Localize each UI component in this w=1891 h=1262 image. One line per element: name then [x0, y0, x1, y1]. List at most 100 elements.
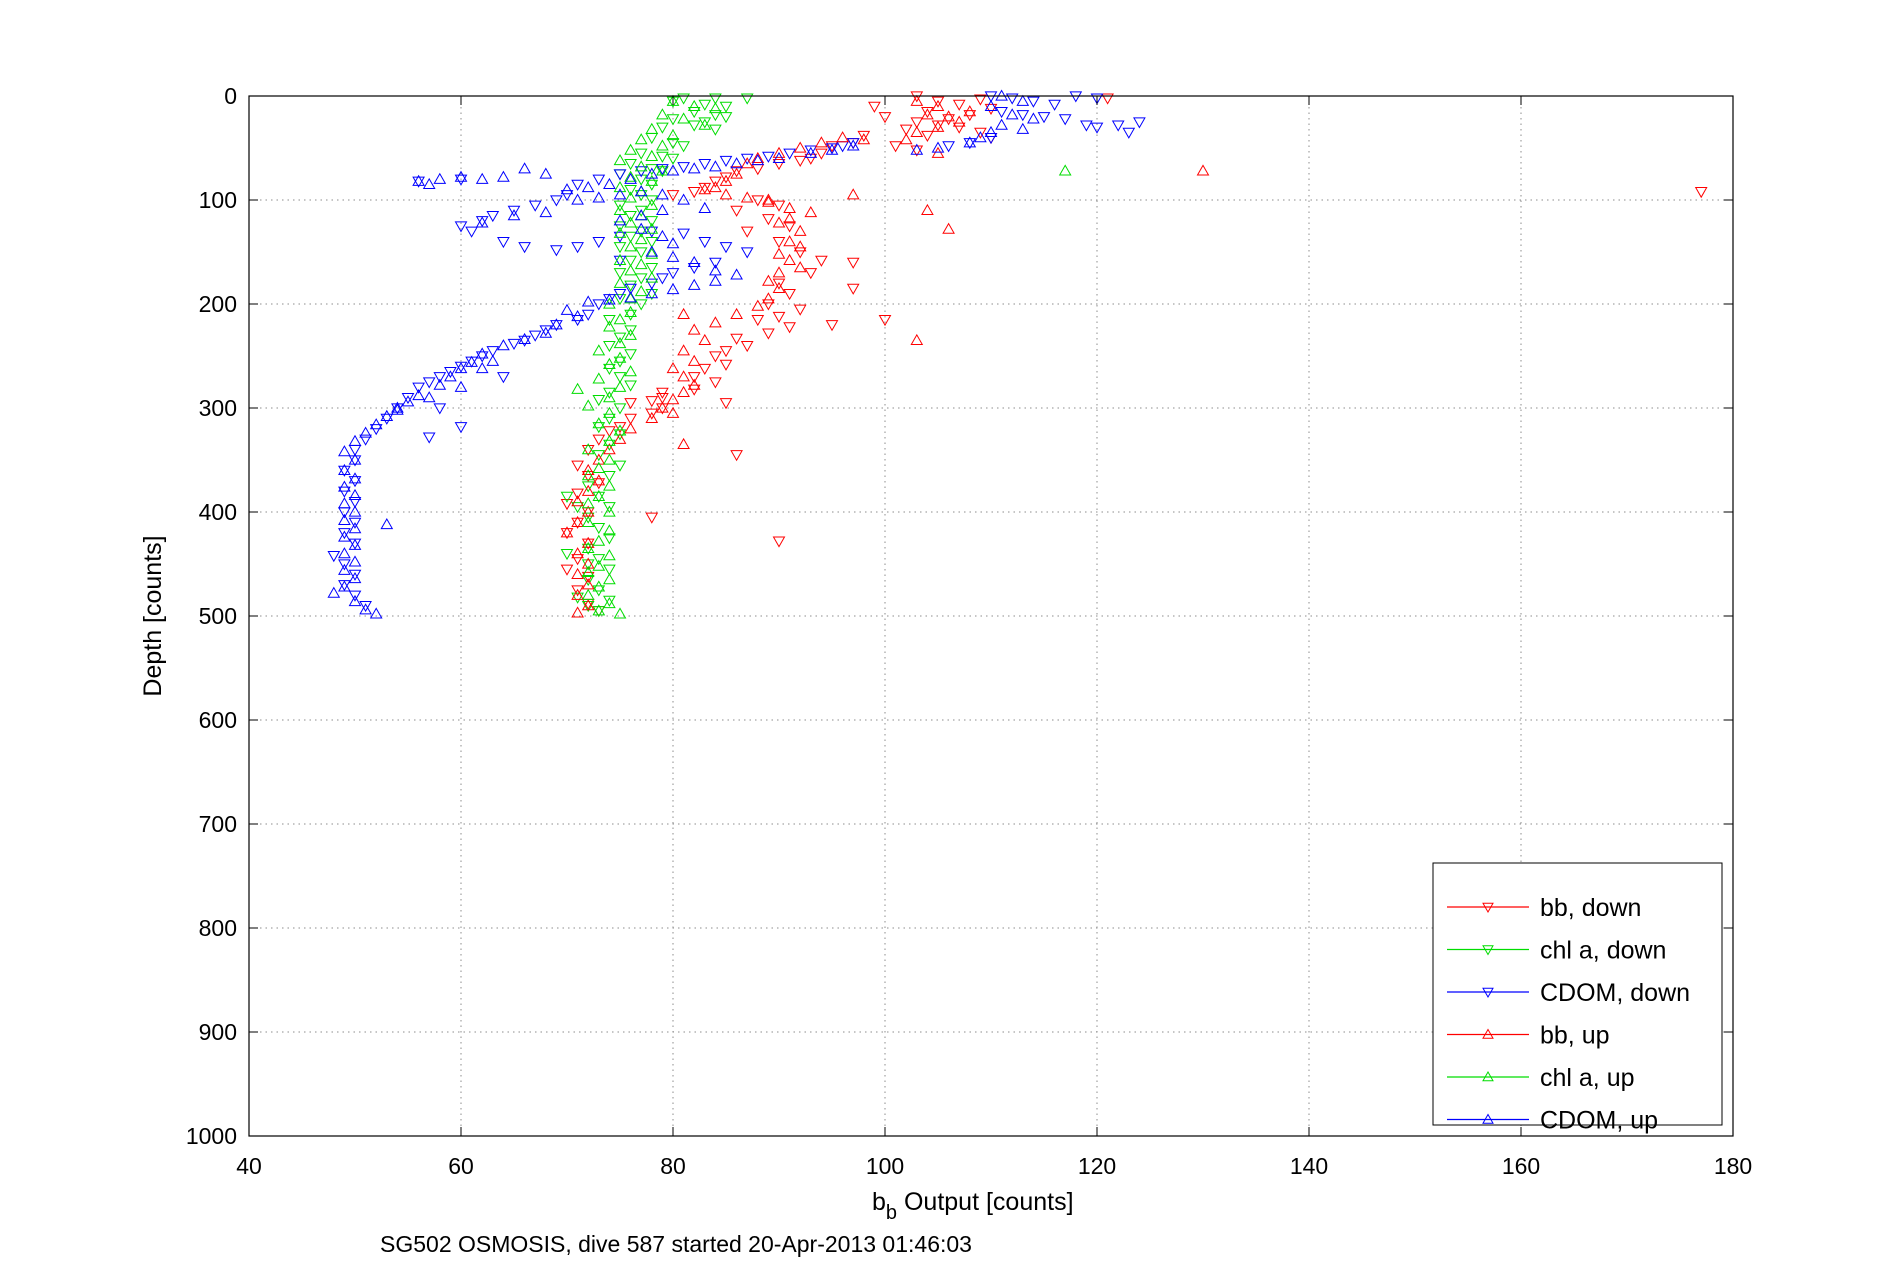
data-point	[613, 188, 627, 200]
data-point	[592, 534, 606, 546]
data-point	[624, 210, 637, 223]
data-point	[719, 155, 733, 167]
data-point	[1037, 112, 1051, 124]
data-point	[772, 266, 786, 278]
data-point	[624, 240, 637, 252]
data-point	[698, 363, 712, 375]
data-point	[634, 166, 648, 178]
data-point	[433, 372, 447, 384]
data-point	[952, 122, 966, 134]
data-point	[348, 505, 362, 517]
data-point	[666, 138, 680, 150]
data-point	[592, 236, 606, 249]
data-point	[475, 216, 489, 228]
data-point	[878, 314, 892, 327]
data-point	[348, 453, 362, 465]
data-point	[730, 205, 743, 217]
data-point	[656, 139, 669, 151]
data-point	[338, 445, 351, 457]
data-point	[391, 401, 404, 413]
data-point	[624, 413, 637, 425]
data-point	[592, 450, 606, 462]
data-point	[497, 236, 510, 249]
x-tick-label: 160	[1502, 1153, 1540, 1179]
data-point	[910, 117, 924, 129]
data-point	[603, 320, 616, 332]
data-point	[412, 174, 425, 186]
data-point	[412, 382, 425, 394]
data-point	[380, 517, 394, 530]
data-point	[613, 153, 627, 166]
data-point	[984, 132, 998, 145]
data-point	[624, 231, 637, 243]
data-point	[815, 148, 828, 160]
data-point	[740, 157, 754, 169]
legend-label: bb, down	[1540, 894, 1641, 922]
data-point	[624, 216, 637, 228]
data-point	[719, 398, 733, 410]
data-point	[624, 398, 637, 410]
data-point	[645, 149, 659, 161]
data-point	[465, 355, 478, 367]
data-point	[719, 101, 733, 113]
data-point	[348, 590, 362, 602]
data-point	[942, 222, 955, 234]
data-point	[762, 214, 775, 226]
data-point	[624, 422, 637, 434]
data-point	[645, 278, 659, 290]
data-point	[666, 361, 680, 374]
data-point	[603, 479, 616, 491]
data-point	[592, 604, 606, 616]
data-point	[348, 496, 362, 509]
data-point	[836, 131, 849, 143]
data-point	[666, 237, 680, 249]
data-point	[624, 380, 637, 392]
legend-marker	[1482, 987, 1494, 999]
data-point	[687, 99, 701, 112]
data-point	[592, 522, 606, 535]
data-point	[730, 333, 743, 345]
data-point	[528, 330, 542, 342]
data-point	[497, 170, 510, 182]
data-point	[889, 141, 902, 153]
data-point	[613, 276, 627, 288]
data-point	[677, 228, 690, 240]
data-point	[560, 190, 574, 202]
data-point	[772, 536, 786, 548]
data-point	[571, 567, 584, 580]
data-point	[613, 288, 627, 301]
data-point	[910, 125, 924, 138]
data-point	[634, 209, 648, 221]
data-point	[963, 105, 977, 117]
data-point	[1005, 93, 1019, 105]
data-point	[613, 380, 627, 392]
data-point	[666, 114, 680, 126]
data-point	[687, 372, 701, 384]
data-point	[783, 288, 796, 301]
data-point	[571, 488, 584, 500]
data-point	[613, 200, 627, 212]
data-point	[624, 349, 637, 361]
data-point	[656, 229, 669, 242]
data-point	[645, 245, 659, 257]
data-point	[613, 337, 627, 349]
y-tick-label: 900	[199, 1019, 237, 1045]
y-tick-label: 700	[199, 811, 237, 837]
data-point	[687, 323, 701, 335]
data-point	[624, 328, 637, 340]
data-point	[613, 294, 627, 306]
data-point	[793, 304, 807, 316]
data-point	[910, 145, 924, 157]
data-point	[772, 151, 786, 164]
data-point	[687, 187, 701, 199]
data-point	[666, 250, 680, 262]
data-point	[592, 554, 606, 566]
data-point	[581, 399, 595, 411]
data-point	[645, 247, 659, 259]
data-point	[698, 236, 712, 249]
data-point	[666, 153, 680, 165]
data-point	[846, 188, 860, 200]
data-point	[348, 517, 362, 529]
data-point	[422, 177, 436, 190]
data-point	[931, 96, 945, 108]
